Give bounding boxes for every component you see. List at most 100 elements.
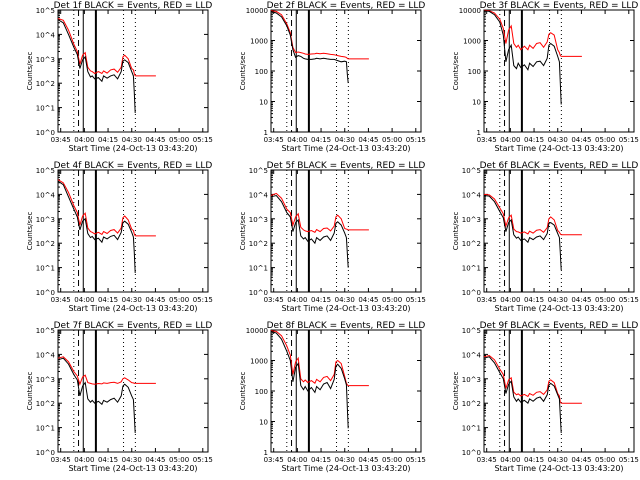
y-tick-label: 1000 bbox=[250, 358, 268, 366]
plot-frame bbox=[270, 169, 422, 293]
panel-1: Det 1f BLACK = Events, RED = LLD 10^0 10^1… bbox=[26, 1, 213, 153]
y-tick-label: 100 bbox=[255, 68, 268, 76]
y-tick-label: 1 bbox=[264, 129, 268, 137]
x-tick-label: 04:45 bbox=[571, 136, 591, 144]
x-tick-label: 05:15 bbox=[619, 136, 639, 144]
events-series-line bbox=[483, 356, 562, 434]
x-axis-label: Start Time (24-Oct-13 03:43:20) bbox=[68, 144, 197, 153]
panel-7: Det 7f BLACK = Events, RED = LLD 10^0 10^1… bbox=[26, 321, 213, 473]
x-tick-label: 04:30 bbox=[335, 136, 355, 144]
y-tick-label: 10^0 bbox=[462, 449, 481, 457]
x-tick-label: 05:15 bbox=[193, 136, 213, 144]
x-tick-label: 04:30 bbox=[548, 136, 568, 144]
x-tick-label: 04:00 bbox=[500, 456, 520, 464]
y-tick-label: 10^1 bbox=[36, 265, 55, 273]
x-tick-label: 04:30 bbox=[122, 136, 142, 144]
y-tick-label: 100 bbox=[255, 388, 268, 396]
x-tick-label: 04:15 bbox=[98, 296, 118, 304]
y-tick-label: 10^5 bbox=[462, 167, 481, 175]
y-tick-label: 10^4 bbox=[249, 191, 269, 199]
panel-title: Det 4f BLACK = Events, RED = LLD bbox=[54, 161, 213, 171]
y-tick-label: 10^5 bbox=[36, 167, 55, 175]
y-axis-label: Counts/sec bbox=[239, 212, 247, 251]
x-tick-label: 04:00 bbox=[74, 136, 94, 144]
y-tick-label: 1000 bbox=[250, 38, 268, 46]
x-tick-label: 05:00 bbox=[382, 456, 402, 464]
x-axis-label: Start Time (24-Oct-13 03:43:20) bbox=[494, 464, 623, 473]
panel-title: Det 6f BLACK = Events, RED = LLD bbox=[480, 161, 639, 171]
x-tick-label: 04:30 bbox=[122, 456, 142, 464]
y-tick-label: 1 bbox=[477, 129, 481, 137]
panel-title: Det 7f BLACK = Events, RED = LLD bbox=[54, 321, 213, 331]
y-tick-label: 10000 bbox=[246, 327, 268, 335]
y-tick-label: 10^3 bbox=[36, 56, 55, 64]
x-tick-label: 04:00 bbox=[287, 456, 307, 464]
events-series-line bbox=[270, 194, 349, 268]
y-tick-label: 10 bbox=[259, 419, 268, 427]
lld-series-line bbox=[483, 354, 562, 404]
x-tick-label: 05:00 bbox=[169, 296, 189, 304]
plot-frame bbox=[57, 329, 209, 453]
y-tick-label: 10^0 bbox=[36, 289, 55, 297]
y-axis-label: Counts/sec bbox=[239, 52, 247, 91]
x-tick-label: 03:45 bbox=[264, 136, 284, 144]
x-tick-label: 04:45 bbox=[145, 136, 165, 144]
x-tick-label: 04:30 bbox=[335, 456, 355, 464]
x-tick-label: 04:45 bbox=[145, 296, 165, 304]
events-series-line bbox=[483, 195, 562, 271]
plot-frame bbox=[483, 9, 635, 133]
y-tick-label: 10^3 bbox=[36, 216, 55, 224]
x-tick-label: 04:45 bbox=[358, 296, 378, 304]
y-tick-label: 100 bbox=[468, 68, 481, 76]
y-tick-label: 10^2 bbox=[36, 400, 55, 408]
events-series-line bbox=[57, 19, 136, 114]
y-tick-label: 10^4 bbox=[36, 31, 56, 39]
lld-series-line bbox=[483, 9, 562, 57]
x-tick-label: 04:15 bbox=[98, 136, 118, 144]
x-axis-label: Start Time (24-Oct-13 03:43:20) bbox=[494, 304, 623, 313]
y-tick-label: 10^2 bbox=[462, 240, 481, 248]
x-tick-label: 04:00 bbox=[74, 456, 94, 464]
y-axis-label: Counts/sec bbox=[452, 212, 460, 251]
x-tick-label: 04:15 bbox=[311, 296, 331, 304]
events-series-line bbox=[57, 357, 136, 434]
y-tick-label: 10^0 bbox=[249, 289, 268, 297]
x-tick-label: 03:45 bbox=[264, 456, 284, 464]
x-tick-label: 03:45 bbox=[51, 296, 71, 304]
x-tick-label: 04:30 bbox=[335, 296, 355, 304]
y-tick-label: 10^3 bbox=[36, 376, 55, 384]
x-tick-label: 04:30 bbox=[122, 296, 142, 304]
events-series-line bbox=[483, 10, 562, 105]
x-tick-label: 04:45 bbox=[145, 456, 165, 464]
x-tick-label: 03:45 bbox=[477, 296, 497, 304]
y-tick-label: 10^3 bbox=[249, 216, 268, 224]
y-axis-label: Counts/sec bbox=[452, 372, 460, 411]
x-tick-label: 03:45 bbox=[477, 136, 497, 144]
x-tick-label: 04:45 bbox=[358, 136, 378, 144]
y-tick-label: 10^2 bbox=[462, 400, 481, 408]
x-tick-label: 04:00 bbox=[500, 296, 520, 304]
y-tick-label: 10^4 bbox=[462, 351, 482, 359]
x-tick-label: 04:15 bbox=[98, 456, 118, 464]
x-tick-label: 04:15 bbox=[524, 136, 544, 144]
y-tick-label: 10^3 bbox=[462, 376, 481, 384]
x-tick-label: 04:00 bbox=[287, 296, 307, 304]
panel-title: Det 9f BLACK = Events, RED = LLD bbox=[480, 321, 639, 331]
plot-frame bbox=[483, 329, 635, 453]
x-tick-label: 05:15 bbox=[406, 456, 426, 464]
x-tick-label: 04:15 bbox=[311, 136, 331, 144]
y-axis-label: Counts/sec bbox=[452, 52, 460, 91]
y-tick-label: 10^5 bbox=[249, 167, 268, 175]
x-tick-label: 03:45 bbox=[477, 456, 497, 464]
y-tick-label: 10^1 bbox=[462, 265, 481, 273]
panel-title: Det 5f BLACK = Events, RED = LLD bbox=[267, 161, 426, 171]
y-tick-label: 1000 bbox=[463, 38, 481, 46]
x-tick-label: 05:00 bbox=[169, 456, 189, 464]
x-tick-label: 04:30 bbox=[548, 296, 568, 304]
panel-8: Det 8f BLACK = Events, RED = LLD 1 10 100 10… bbox=[239, 321, 426, 473]
lld-series-line bbox=[57, 356, 136, 386]
x-tick-label: 03:45 bbox=[51, 456, 71, 464]
panel-9: Det 9f BLACK = Events, RED = LLD 10^0 10^1… bbox=[452, 321, 639, 473]
y-tick-label: 10 bbox=[259, 99, 268, 107]
